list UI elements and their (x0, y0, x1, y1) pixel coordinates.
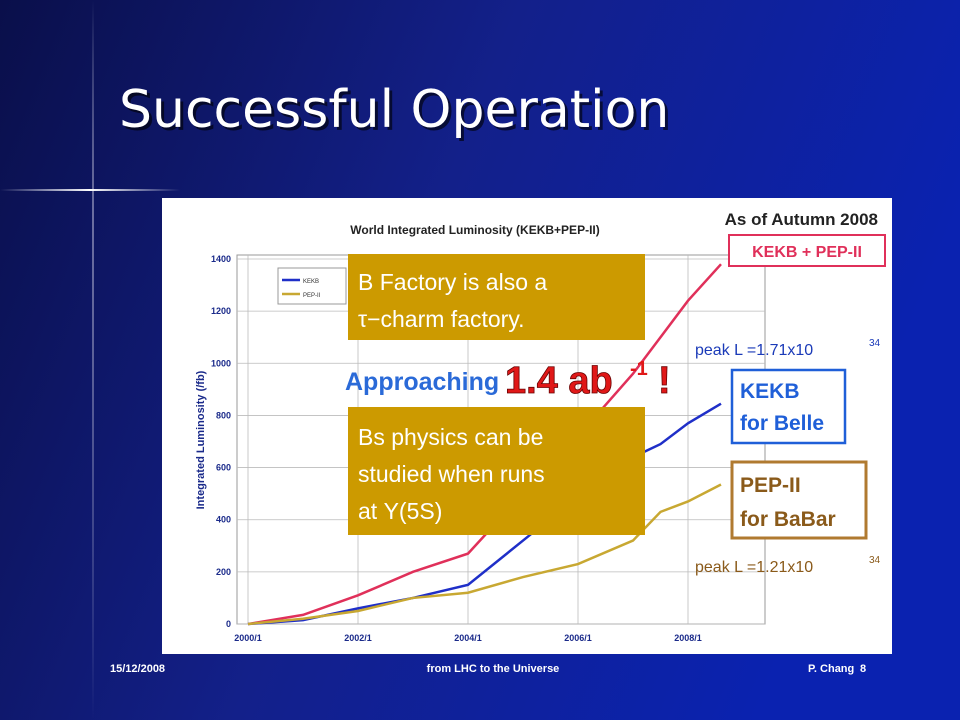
footer: 15/12/2008 (110, 663, 165, 675)
y-tick-label: 1400 (211, 254, 231, 264)
y-axis-label: Integrated Luminosity (/fb) (195, 370, 207, 509)
callout: at Υ(5S) (358, 498, 442, 524)
callout: τ−charm factory. (358, 306, 525, 332)
annotation: Approaching (345, 368, 499, 396)
x-tick-label: 2002/1 (344, 633, 372, 643)
annotation: for Belle (740, 412, 824, 435)
footer: P. Chang (808, 663, 854, 675)
peak-label: peak L =1.21x10 (695, 559, 813, 576)
x-tick-label: 2004/1 (454, 633, 482, 643)
annotation: -1 (630, 358, 648, 380)
y-tick-label: 200 (216, 567, 231, 577)
peak-exponent: 34 (869, 338, 881, 349)
y-tick-label: 400 (216, 515, 231, 525)
note: As of Autumn 2008 (725, 210, 878, 229)
callout: studied when runs (358, 461, 545, 487)
legend (277, 267, 347, 305)
y-tick-label: 1000 (211, 358, 231, 368)
annotation-box (730, 460, 868, 540)
x-tick-label: 2006/1 (564, 633, 592, 643)
callout: Bs physics can be (358, 424, 543, 450)
callout-box (348, 407, 645, 535)
series-label: KEKB + PEP-II (752, 244, 862, 261)
x-tick-label: 2000/1 (234, 633, 262, 643)
y-tick-label: 600 (216, 463, 231, 473)
annotation-box (730, 368, 847, 445)
peak-label: peak L =1.71x10 (695, 342, 813, 359)
callout: B Factory is also a (358, 269, 547, 295)
y-tick-label: 0 (226, 619, 231, 629)
annotation: PEP-II (740, 474, 801, 497)
annotation-box (728, 234, 886, 267)
flare (92, 0, 94, 720)
x-tick-label: 2008/1 (674, 633, 702, 643)
callout-box (348, 254, 645, 340)
footer: 8 (860, 663, 866, 675)
series-line (247, 402, 722, 626)
legend-label: PEP-II (303, 293, 321, 299)
slide-title: Successful Operation (119, 80, 669, 140)
annotation: 1.4 ab (505, 360, 613, 402)
annotation: ! (658, 360, 671, 402)
series-line (247, 483, 722, 626)
peak-exponent: 34 (869, 555, 881, 566)
legend-label: KEKB (303, 279, 319, 285)
footer: from LHC to the Universe (427, 663, 560, 675)
annotation: for BaBar (740, 508, 836, 531)
y-tick-label: 1200 (211, 306, 231, 316)
flare (0, 189, 180, 191)
y-tick-label: 800 (216, 410, 231, 420)
title-shadow: Successful Operation (122, 83, 672, 143)
chart-title: World Integrated Luminosity (KEKB+PEP-II… (350, 223, 599, 237)
annotation: KEKB (740, 380, 800, 403)
